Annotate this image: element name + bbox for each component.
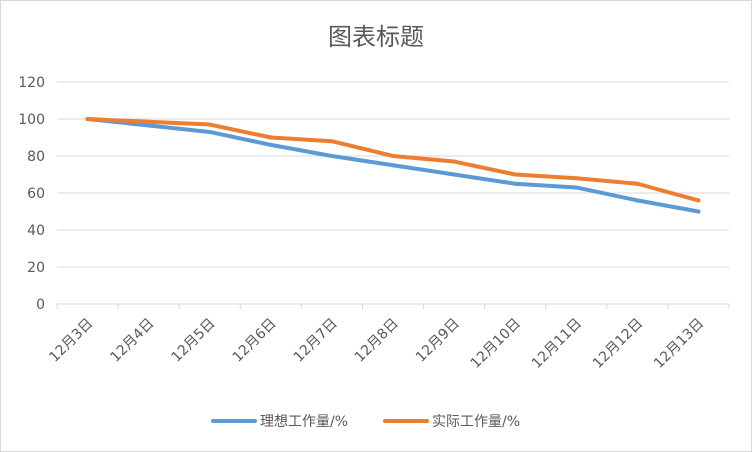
data-point-0-8 bbox=[574, 185, 579, 190]
legend-label-1: 实际工作量/% bbox=[432, 414, 520, 430]
data-point-0-6 bbox=[452, 172, 457, 177]
y-tick-label-6: 120 bbox=[18, 75, 45, 91]
y-tick-label-2: 40 bbox=[27, 223, 45, 239]
data-point-1-8 bbox=[574, 176, 579, 181]
data-point-1-5 bbox=[391, 154, 395, 158]
x-tick-label-1: 12月4日 bbox=[107, 316, 157, 366]
data-point-0-5 bbox=[391, 163, 395, 168]
x-tick-label-4: 12月7日 bbox=[291, 316, 341, 366]
x-tick-label-7: 12月10日 bbox=[468, 316, 524, 372]
x-tick-label-6: 12月9日 bbox=[413, 316, 463, 366]
data-point-1-3 bbox=[268, 135, 273, 140]
chart-title: 图表标题 bbox=[328, 23, 424, 51]
data-point-1-1 bbox=[146, 119, 151, 124]
y-tick-label-0: 0 bbox=[36, 297, 45, 313]
data-point-0-4 bbox=[329, 154, 334, 158]
y-tick-label-5: 100 bbox=[18, 112, 45, 128]
data-point-1-2 bbox=[207, 122, 212, 127]
y-tick-label-3: 60 bbox=[27, 186, 45, 202]
x-tick-label-9: 12月12日 bbox=[590, 316, 646, 372]
data-point-1-10 bbox=[696, 198, 701, 203]
data-point-0-9 bbox=[635, 198, 640, 203]
data-point-0-7 bbox=[513, 181, 518, 186]
legend-label-0: 理想工作量/% bbox=[260, 414, 348, 430]
y-tick-label-4: 80 bbox=[27, 149, 45, 165]
data-point-0-10 bbox=[696, 209, 701, 214]
x-tick-label-0: 12月3日 bbox=[46, 316, 96, 366]
x-tick-label-8: 12月11日 bbox=[529, 316, 585, 372]
data-point-1-0 bbox=[85, 117, 90, 121]
x-tick-label-5: 12月8日 bbox=[352, 316, 402, 366]
data-point-1-9 bbox=[635, 181, 640, 186]
data-point-1-6 bbox=[452, 159, 457, 164]
y-tick-label-1: 20 bbox=[27, 260, 45, 276]
data-point-0-1 bbox=[146, 123, 151, 128]
series-line-1 bbox=[85, 117, 701, 203]
data-point-0-2 bbox=[207, 129, 212, 134]
data-point-0-3 bbox=[268, 142, 273, 147]
data-point-1-7 bbox=[513, 172, 518, 177]
x-tick-label-3: 12月6日 bbox=[230, 316, 280, 366]
data-point-1-4 bbox=[329, 139, 334, 144]
x-tick-label-10: 12月13日 bbox=[651, 316, 707, 372]
x-tick-label-2: 12月5日 bbox=[169, 316, 219, 366]
